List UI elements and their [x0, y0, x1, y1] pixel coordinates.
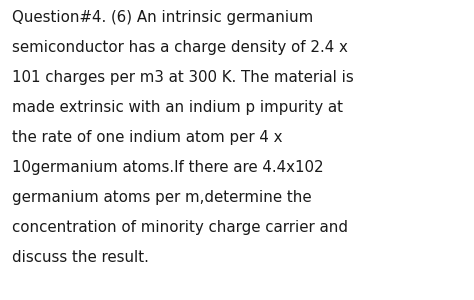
Text: discuss the result.: discuss the result.	[12, 250, 149, 265]
Text: 10germanium atoms.If there are 4.4x102: 10germanium atoms.If there are 4.4x102	[12, 160, 324, 175]
Text: concentration of minority charge carrier and: concentration of minority charge carrier…	[12, 220, 348, 235]
Text: germanium atoms per m,determine the: germanium atoms per m,determine the	[12, 190, 311, 205]
Text: the rate of one indium atom per 4 x: the rate of one indium atom per 4 x	[12, 130, 283, 145]
Text: 101 charges per m3 at 300 K. The material is: 101 charges per m3 at 300 K. The materia…	[12, 70, 354, 85]
Text: Question#4. (6) An intrinsic germanium: Question#4. (6) An intrinsic germanium	[12, 10, 313, 25]
Text: made extrinsic with an indium p impurity at: made extrinsic with an indium p impurity…	[12, 100, 343, 115]
Text: semiconductor has a charge density of 2.4 x: semiconductor has a charge density of 2.…	[12, 40, 348, 55]
